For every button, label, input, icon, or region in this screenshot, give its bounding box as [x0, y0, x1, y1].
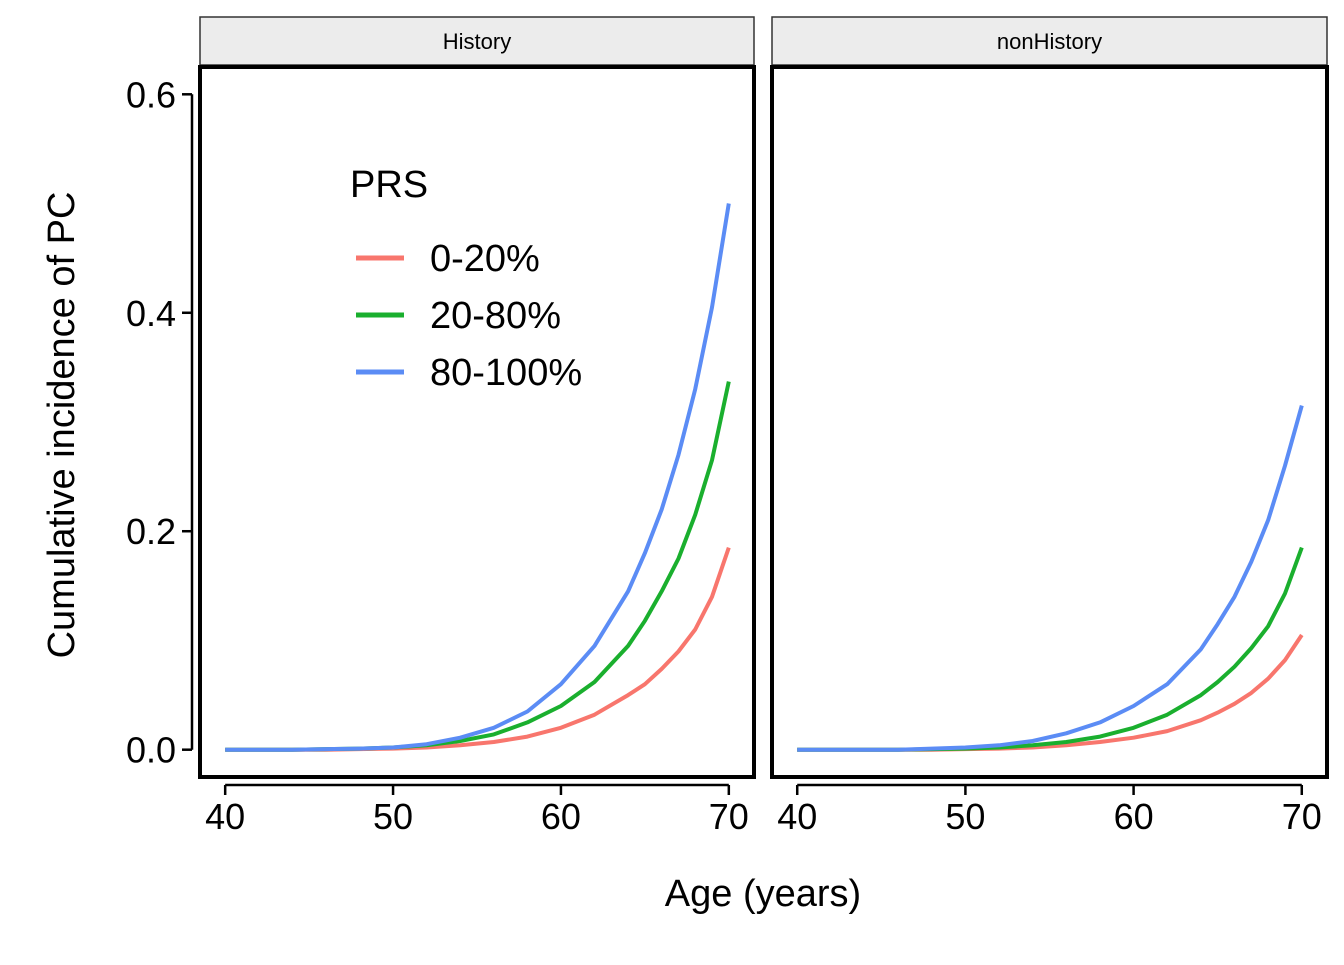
- y-tick-label: 0.6: [126, 74, 176, 115]
- x-tick-label: 70: [1282, 796, 1322, 837]
- strip-label: History: [443, 29, 511, 54]
- panel-nonHistory: nonHistory 40 50 60 70: [770, 16, 1329, 837]
- series-line-20-80%: [797, 546, 1304, 752]
- y-tick-label: 0.0: [126, 730, 176, 771]
- legend-title: PRS: [350, 164, 428, 206]
- panel-border: [770, 65, 1329, 779]
- x-tick-label: 60: [1114, 796, 1154, 837]
- y-tick-label: 0.2: [126, 511, 176, 552]
- strip-label: nonHistory: [997, 29, 1102, 54]
- y-axis-title: Cumulative incidence of PC: [41, 192, 83, 659]
- legend-label: 0-20%: [430, 238, 540, 280]
- panel-History: History 40 50 60 70: [198, 16, 756, 837]
- x-tick-label: 40: [777, 796, 817, 837]
- panel-border: [198, 65, 756, 779]
- strip-background: [199, 16, 755, 66]
- series-line-80-100%: [797, 405, 1304, 752]
- x-tick-label: 50: [373, 796, 413, 837]
- series-line-80-100%: [225, 203, 731, 752]
- series-line-0-20%: [225, 546, 731, 752]
- x-tick-label: 50: [945, 796, 985, 837]
- y-tick-label: 0.4: [126, 293, 176, 334]
- legend-label: 20-80%: [430, 295, 561, 337]
- series-line-20-80%: [225, 381, 731, 752]
- x-tick-label: 60: [541, 796, 581, 837]
- legend-label: 80-100%: [430, 352, 582, 394]
- x-tick-label: 40: [205, 796, 245, 837]
- series-line-0-20%: [797, 633, 1304, 752]
- x-axis-title: Age (years): [665, 873, 861, 915]
- x-tick-label: 70: [709, 796, 749, 837]
